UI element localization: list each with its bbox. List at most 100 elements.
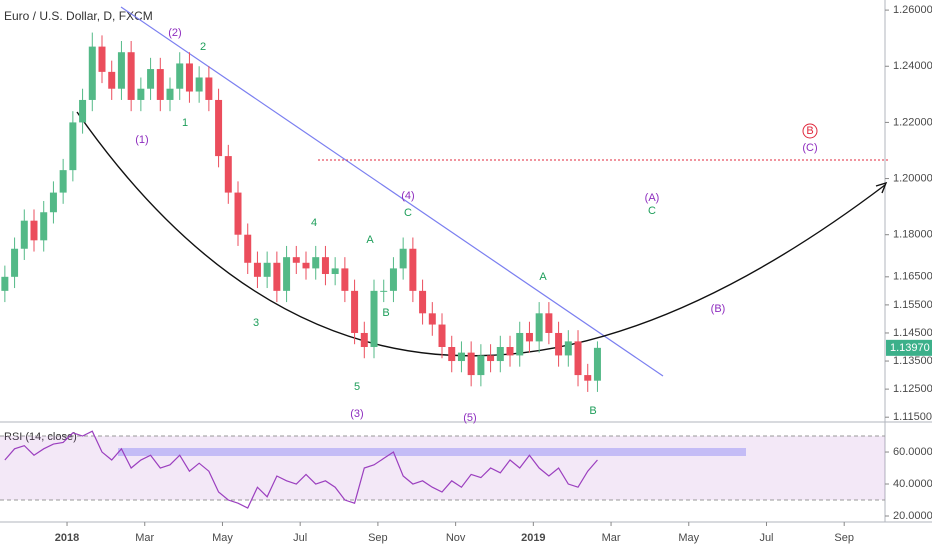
- candle-body: [574, 341, 582, 376]
- candle-body: [419, 290, 427, 314]
- last-price-label: 1.13970: [890, 342, 930, 354]
- candle-body: [457, 352, 465, 362]
- y-tick-label: 20.0000: [893, 510, 932, 522]
- wave-label: A: [366, 234, 374, 246]
- candle-body: [30, 220, 38, 241]
- candle-body: [205, 77, 213, 100]
- wave-label: C: [404, 207, 412, 219]
- wave-label: A: [539, 271, 547, 283]
- candle-body: [137, 88, 145, 100]
- candle-body: [263, 262, 271, 277]
- y-tick-label: 1.12500: [893, 383, 932, 395]
- wave-label: 3: [253, 317, 259, 329]
- candle-body: [360, 332, 368, 348]
- candle-body: [215, 99, 223, 157]
- y-tick-label: 1.15500: [893, 299, 932, 311]
- wave-label: (4): [401, 190, 414, 202]
- candle-body: [79, 99, 87, 123]
- y-tick-label: 1.16500: [893, 271, 932, 283]
- wave-label: (5): [463, 412, 476, 424]
- candle-body: [496, 347, 504, 362]
- x-tick-label: Sep: [368, 532, 388, 544]
- x-tick-label: May: [212, 532, 233, 544]
- candle-body: [69, 122, 77, 171]
- candle-body: [253, 262, 261, 277]
- candle-body: [20, 220, 28, 249]
- candle-body: [370, 290, 378, 348]
- y-tick-label: 1.26000: [893, 4, 932, 16]
- candle-body: [516, 332, 524, 356]
- candle-body: [176, 63, 184, 89]
- candle-body: [477, 355, 485, 376]
- candle-body: [428, 313, 436, 325]
- wave-label: B: [589, 405, 596, 417]
- candle-body: [351, 290, 359, 333]
- y-tick-label: 40.0000: [893, 478, 932, 490]
- candle-body: [584, 375, 592, 381]
- candle-body: [535, 313, 543, 342]
- candle-body: [166, 88, 174, 100]
- wave-label: 2: [200, 41, 206, 53]
- wave-label: 1: [182, 117, 188, 129]
- wave-label: B: [382, 307, 389, 319]
- x-tick-label: 2019: [521, 532, 545, 544]
- trend-line: [120, 6, 664, 377]
- x-tick-label: Nov: [446, 532, 466, 544]
- y-tick-label: 1.13500: [893, 355, 932, 367]
- candle-body: [312, 257, 320, 269]
- x-tick-label: Jul: [293, 532, 307, 544]
- candle-body: [302, 262, 310, 269]
- candle-body: [156, 69, 164, 100]
- x-tick-label: Mar: [602, 532, 621, 544]
- candle-body: [487, 355, 495, 362]
- candle-body: [331, 268, 339, 275]
- candle-body: [283, 257, 291, 291]
- candle-body: [234, 192, 242, 235]
- candle-body: [127, 52, 135, 100]
- candle-body: [244, 234, 252, 263]
- wave-label: (B): [711, 303, 726, 315]
- candle-body: [380, 290, 388, 292]
- candle-body: [147, 69, 155, 89]
- x-tick-label: Mar: [135, 532, 154, 544]
- candle-body: [49, 192, 57, 213]
- y-tick-label: 1.20000: [893, 172, 932, 184]
- candle-body: [409, 248, 417, 291]
- candle-body: [117, 52, 125, 89]
- candle-body: [40, 212, 48, 241]
- y-tick-label: 1.22000: [893, 116, 932, 128]
- candle-body: [11, 248, 19, 277]
- wave-label: C: [648, 205, 656, 217]
- wave-label: (C): [802, 142, 817, 154]
- candle-body: [292, 257, 300, 263]
- y-tick-label: 1.24000: [893, 60, 932, 72]
- candle-body: [98, 46, 106, 72]
- last-price-box: [886, 339, 932, 356]
- candle-body: [321, 257, 329, 275]
- rsi-line: [4, 430, 598, 509]
- candle-body: [438, 324, 446, 348]
- annotation-circle: [802, 123, 818, 139]
- wave-label: B: [806, 125, 813, 137]
- wave-label: (A): [645, 192, 660, 204]
- candle-body: [195, 77, 203, 92]
- wave-label: (2): [168, 27, 181, 39]
- x-tick-label: Jul: [759, 532, 773, 544]
- candle-body: [389, 268, 397, 291]
- candle-body: [564, 341, 572, 356]
- x-tick-label: 2018: [55, 532, 79, 544]
- candle-body: [467, 352, 475, 376]
- candle-body: [525, 332, 533, 342]
- wave-label: (3): [350, 408, 363, 420]
- candle-body: [185, 63, 193, 92]
- candle-body: [545, 313, 553, 333]
- y-tick-label: 1.18000: [893, 229, 932, 241]
- wave-label: (1): [135, 134, 148, 146]
- y-tick-label: 1.11500: [893, 411, 932, 423]
- candle-body: [88, 46, 96, 100]
- y-tick-label: 60.0000: [893, 446, 932, 458]
- chart-title: Euro / U.S. Dollar, D, FXCM: [4, 9, 153, 23]
- candle-body: [224, 156, 232, 193]
